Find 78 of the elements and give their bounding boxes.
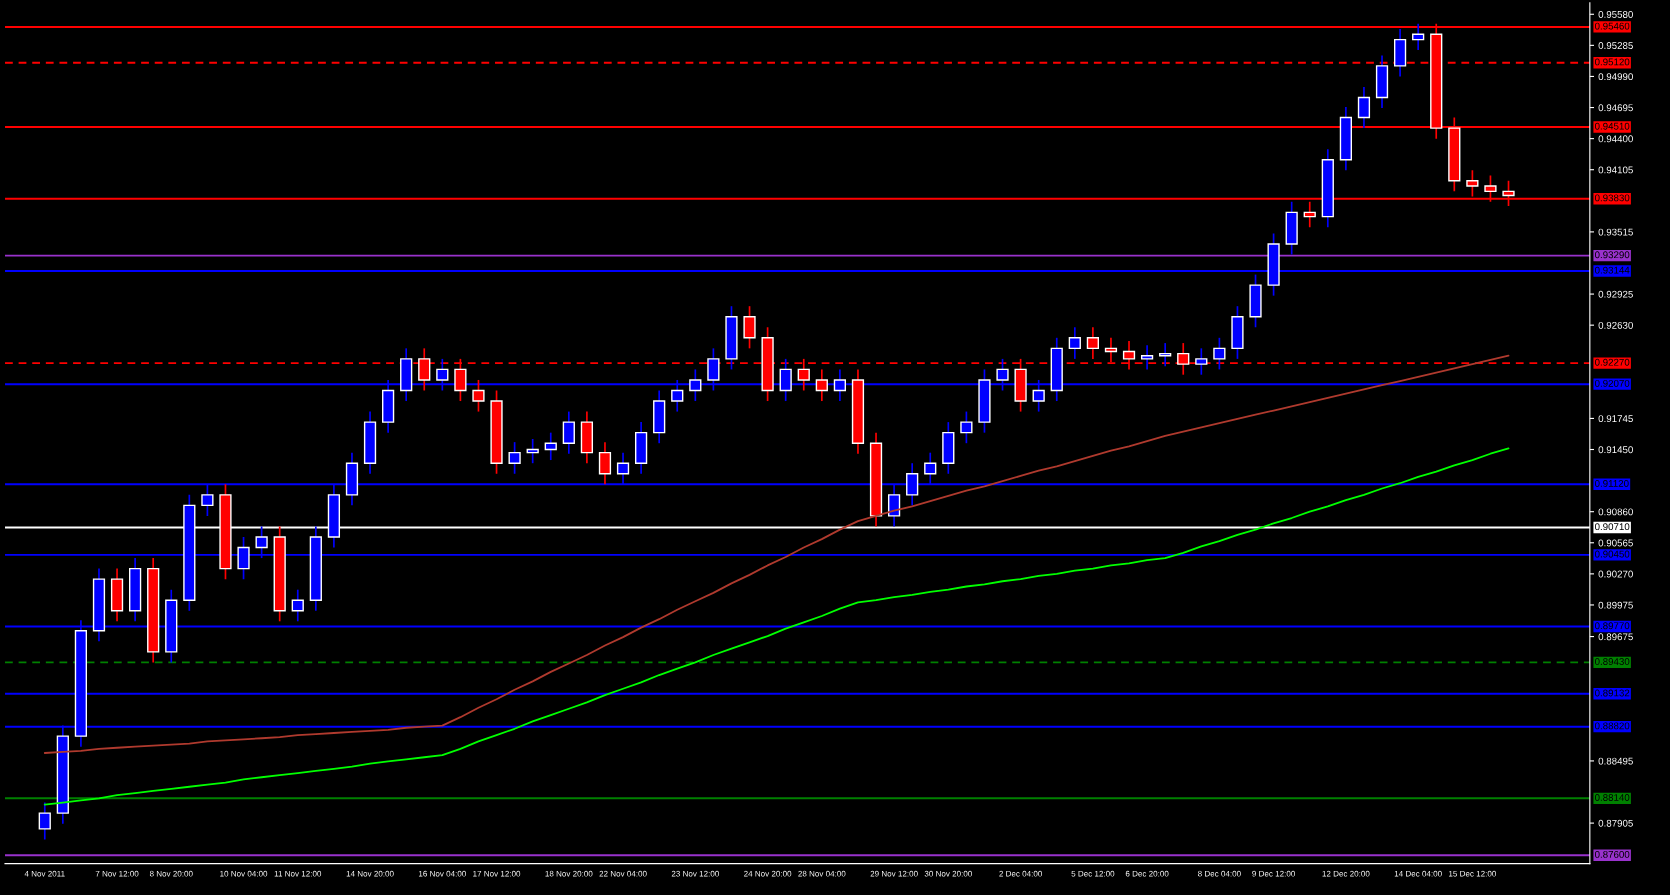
candlestick [472,379,485,413]
candlestick [743,305,756,350]
x-tick-label: 2 Dec 04:00 [999,870,1043,877]
ref-line-label: 0.91120 [1594,480,1629,487]
candlestick [508,441,521,475]
x-tick-label: 9 Dec 12:00 [1252,870,1295,877]
y-tick-label: 0.92925 [1598,290,1633,298]
y-tick-label: 0.92630 [1598,321,1633,329]
x-tick-label: 11 Nov 12:00 [274,870,322,877]
candlestick [1195,347,1208,376]
ref-line-label: 0.92070 [1594,379,1630,387]
candlestick [815,368,828,402]
ref-line-label: 0.88140 [1594,794,1630,801]
y-tick-label: 0.94990 [1598,73,1633,81]
x-tick-label: 10 Nov 04:00 [220,870,268,877]
ref-line-label: 0.90710 [1594,523,1630,531]
ref-line-label: 0.90450 [1594,550,1630,558]
ref-line-label: 0.95460 [1594,22,1630,30]
x-tick-label: 14 Nov 20:00 [346,870,394,877]
ref-line-label: 0.93290 [1594,251,1630,259]
ref-line-label: 0.95120 [1594,58,1630,66]
y-tick-label: 0.94105 [1598,166,1633,174]
x-tick-label: 22 Nov 04:00 [599,870,647,877]
y-tick-label: 0.89975 [1598,601,1633,609]
y-tick-label: 0.91745 [1598,415,1633,423]
ref-line-label: 0.89132 [1594,689,1630,697]
ref-line-label: 0.89770 [1594,622,1630,630]
y-tick-label: 0.90270 [1598,570,1633,578]
ref-line-label: 0.92270 [1594,358,1630,366]
candlestick [1412,22,1425,51]
y-tick-label: 0.88495 [1598,757,1633,765]
y-tick-label: 0.90565 [1598,539,1633,547]
x-tick-label: 8 Dec 04:00 [1198,870,1241,877]
candlestick [1140,344,1154,371]
candlestick [1068,326,1081,360]
x-tick-label: 4 Nov 2011 [24,870,65,877]
candlestick [1086,326,1100,360]
x-tick-label: 14 Dec 04:00 [1394,870,1442,877]
x-tick-label: 24 Nov 20:00 [744,870,792,877]
line-series [43,447,1510,806]
x-tick-label: 8 Nov 20:00 [149,870,193,877]
x-tick-label: 28 Nov 04:00 [798,870,846,877]
candlestick [562,410,575,455]
x-tick-label: 29 Nov 12:00 [870,870,918,877]
x-tick-label: 17 Nov 12:00 [473,870,521,877]
y-tick-label: 0.95580 [1598,11,1633,18]
ref-line-label: 0.93830 [1594,194,1630,202]
y-tick-label: 0.94695 [1598,104,1633,112]
candlestick [1357,86,1371,129]
x-tick-label: 23 Nov 12:00 [671,870,719,877]
x-tick-label: 18 Nov 20:00 [545,870,593,877]
candlestick [960,410,973,445]
y-tick-label: 0.87905 [1598,819,1633,827]
candlestick [544,431,557,461]
y-tick-label: 0.89675 [1598,633,1633,641]
x-tick-label: 6 Dec 20:00 [1125,870,1169,877]
x-tick-label: 7 Nov 12:00 [95,870,139,877]
ref-line-label: 0.89430 [1594,658,1630,665]
y-tick-label: 0.93515 [1598,228,1633,236]
candlestick [291,588,304,623]
ref-line-label: 0.93144 [1594,266,1630,274]
line-series [43,354,1510,754]
x-tick-label: 30 Nov 20:00 [924,870,972,877]
y-tick-label: 0.91450 [1598,446,1633,454]
y-tick-label: 0.94400 [1598,135,1633,143]
x-tick-label: 15 Dec 12:00 [1449,870,1497,877]
x-tick-label: 5 Dec 12:00 [1071,870,1115,877]
candlestick [1303,201,1316,228]
candlestick [38,801,51,841]
x-tick-label: 16 Nov 04:00 [418,870,466,877]
candlestick [1213,336,1226,371]
y-tick-label: 0.90860 [1598,508,1633,516]
ref-line-label: 0.87600 [1594,850,1630,858]
y-tick-label: 0.95285 [1598,42,1633,49]
candlestick [598,441,612,486]
ref-line-label: 0.88820 [1594,722,1630,730]
ref-line-label: 0.94510 [1594,122,1630,130]
x-tick-label: 12 Dec 20:00 [1322,870,1370,877]
